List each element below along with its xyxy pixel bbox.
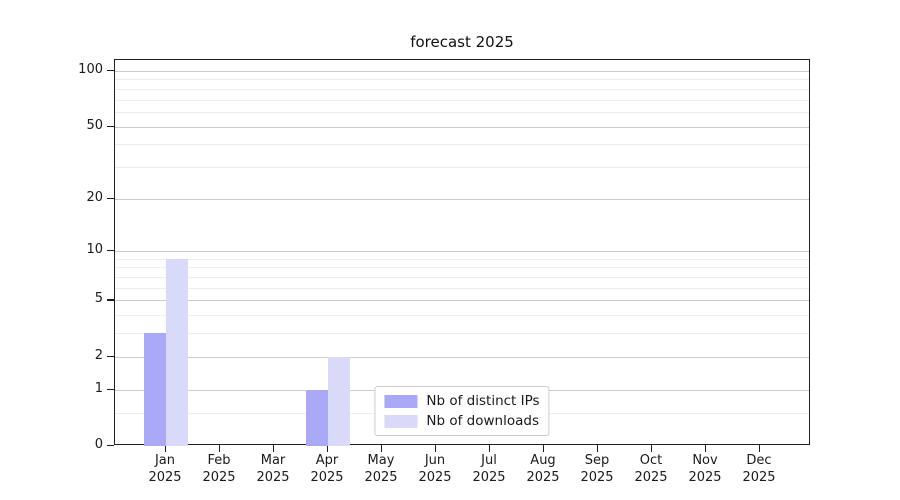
x-tick-label: Jul 2025 (472, 453, 506, 485)
legend-entry-distinct-ips: Nb of distinct IPs (384, 393, 540, 409)
gridline-minor (115, 287, 809, 289)
x-tick-mark (219, 445, 221, 452)
x-tick-label: Jan 2025 (148, 453, 182, 485)
gridline-major (115, 198, 809, 200)
plot-area: Nb of distinct IPs Nb of downloads (114, 59, 810, 446)
x-tick-label: Dec 2025 (742, 453, 776, 485)
gridline-minor (115, 258, 809, 260)
legend-label-distinct-ips: Nb of distinct IPs (426, 393, 540, 409)
y-tick-label: 2 (94, 347, 103, 363)
x-tick-label: Apr 2025 (310, 453, 344, 485)
bar-distinct-ips (144, 333, 166, 446)
x-tick-label: Nov 2025 (688, 453, 722, 485)
x-tick-mark (705, 445, 707, 452)
gridline-minor (115, 99, 809, 101)
x-tick-label: Feb 2025 (202, 453, 236, 485)
y-tick-mark (107, 445, 114, 447)
x-tick-mark (435, 445, 437, 452)
gridline-major (115, 126, 809, 128)
bar-downloads (166, 258, 188, 446)
legend-entry-downloads: Nb of downloads (384, 413, 539, 429)
bar-downloads (328, 356, 350, 446)
x-tick-mark (327, 445, 329, 452)
chart-title: forecast 2025 (410, 33, 514, 51)
x-tick-mark (651, 445, 653, 452)
gridline-minor (115, 144, 809, 146)
x-tick-mark (543, 445, 545, 452)
y-tick-label: 20 (86, 189, 103, 205)
gridline-minor (115, 88, 809, 90)
gridline-minor (115, 333, 809, 335)
x-tick-label: Mar 2025 (256, 453, 290, 485)
x-tick-mark (759, 445, 761, 452)
gridline-minor (115, 111, 809, 113)
gridline-minor (115, 79, 809, 81)
gridline-minor (115, 315, 809, 317)
x-tick-label: Sep 2025 (580, 453, 614, 485)
gridline-major (115, 71, 809, 72)
y-tick-mark (107, 70, 114, 72)
x-tick-label: Aug 2025 (526, 453, 560, 485)
legend-label-downloads: Nb of downloads (426, 413, 539, 429)
gridline-major (115, 356, 809, 358)
legend-swatch-downloads-icon (384, 414, 418, 428)
gridline-minor (115, 267, 809, 269)
gridline-minor (115, 277, 809, 279)
gridline-major (115, 251, 809, 253)
bar-distinct-ips (306, 389, 328, 446)
y-tick-label: 5 (94, 291, 103, 307)
y-tick-mark (107, 299, 114, 301)
legend: Nb of distinct IPs Nb of downloads (374, 386, 550, 436)
gridline-major (115, 300, 809, 302)
y-tick-label: 100 (78, 62, 103, 77)
x-tick-label: Oct 2025 (634, 453, 668, 485)
x-tick-mark (273, 445, 275, 452)
x-tick-mark (597, 445, 599, 452)
x-tick-label: Jun 2025 (418, 453, 452, 485)
y-tick-label: 50 (86, 117, 103, 133)
y-tick-label: 1 (94, 380, 103, 396)
x-tick-mark (165, 445, 167, 452)
x-tick-mark (489, 445, 491, 452)
y-tick-mark (107, 197, 114, 199)
y-tick-label: 0 (94, 437, 103, 452)
x-tick-mark (381, 445, 383, 452)
gridline-minor (115, 166, 809, 168)
y-tick-mark (107, 388, 114, 390)
y-tick-label: 10 (86, 242, 103, 258)
x-tick-label: May 2025 (364, 453, 398, 485)
y-tick-mark (107, 355, 114, 357)
legend-swatch-distinct-ips-icon (384, 394, 418, 408)
y-tick-mark (107, 125, 114, 127)
y-tick-mark (107, 250, 114, 252)
